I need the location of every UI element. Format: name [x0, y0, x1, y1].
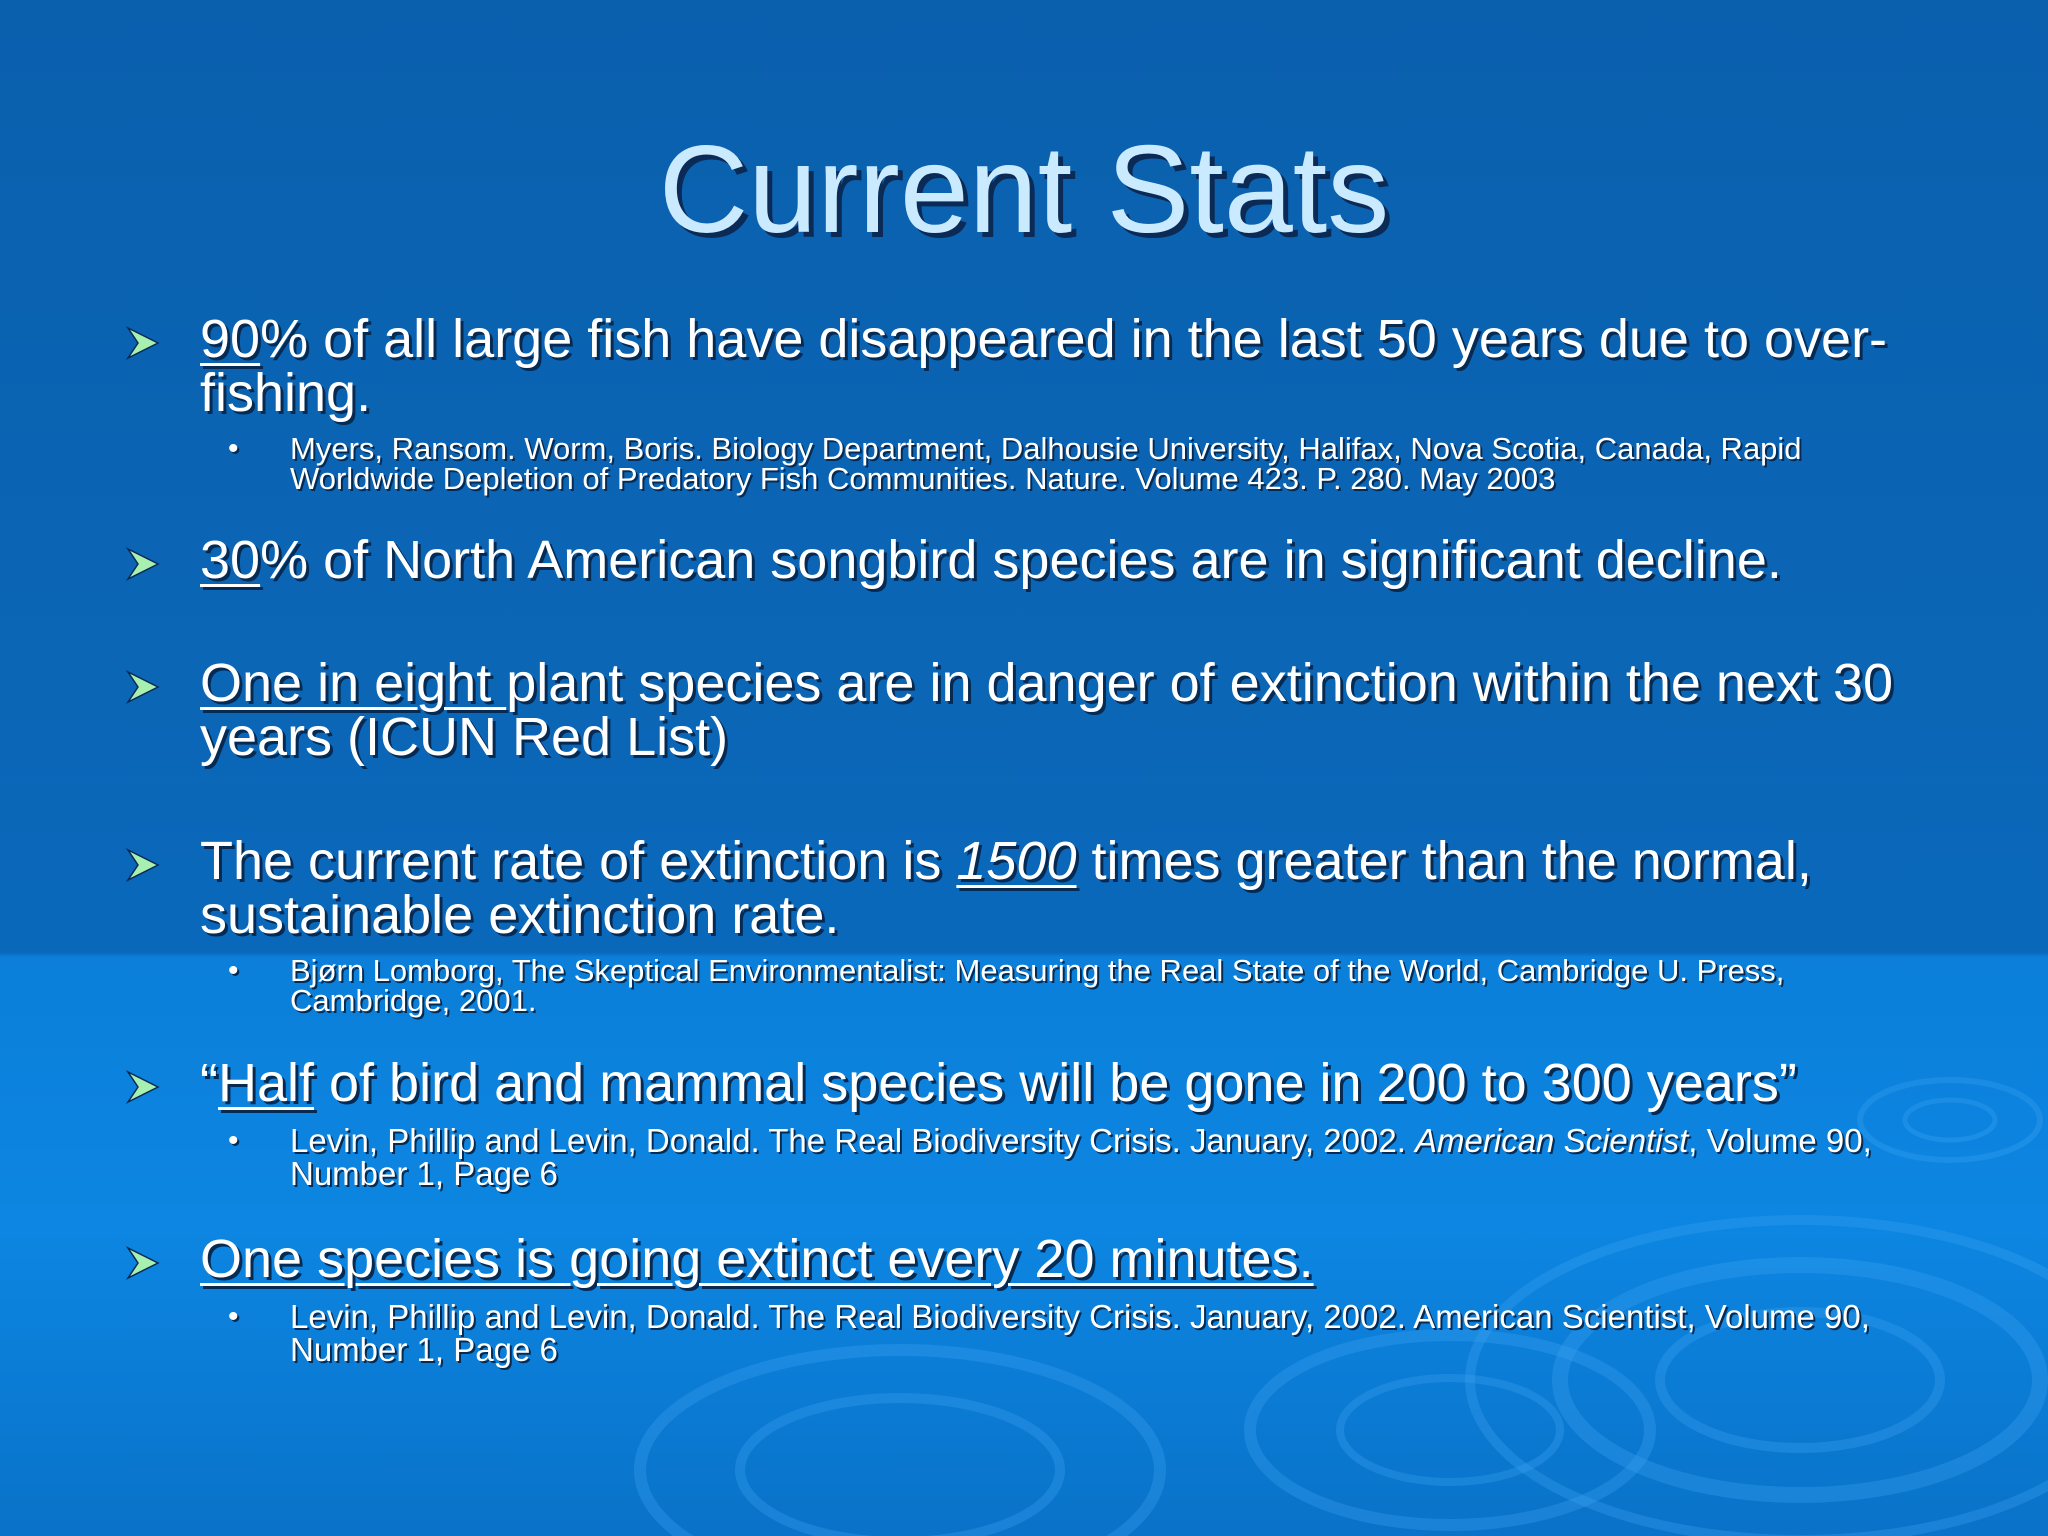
slide-title: Current Stats	[658, 121, 1390, 259]
bullet-6-lead: One species is going extinct every 20 mi…	[200, 1229, 1314, 1289]
bullet-3-body: plant species are in danger of extinctio…	[200, 653, 1894, 767]
dot-icon: •	[228, 954, 239, 987]
dot-icon: •	[228, 432, 239, 465]
bullet-5-body: of bird and mammal species will be gone …	[314, 1053, 1797, 1113]
citation-text: Levin, Phillip and Levin, Donald. The Re…	[290, 1298, 1870, 1368]
bullet-1-lead: 90	[200, 309, 261, 369]
bullet-1-body: % of all large fish have disappeared in …	[200, 309, 1888, 423]
bullet-1-text: 90% of all large fish have disappeared i…	[200, 312, 1940, 420]
bullet-6: One species is going extinct every 20 mi…	[120, 1232, 1940, 1366]
bullet-5-citation: • Levin, Phillip and Levin, Donald. The R…	[228, 1122, 1940, 1192]
citation-text: Levin, Phillip and Levin, Donald. The Re…	[290, 1122, 1416, 1159]
citation-text: Bjørn Lomborg, The Skeptical Environment…	[290, 953, 1785, 1018]
bullet-1: 90% of all large fish have disappeared i…	[120, 312, 1940, 494]
bullet-2-text: 30% of North American songbird species a…	[200, 533, 1940, 587]
bullet-3: One in eight plant species are in danger…	[120, 656, 1940, 764]
arrowhead-icon	[126, 848, 160, 882]
arrowhead-icon	[126, 547, 160, 581]
bullet-4: The current rate of extinction is 1500 t…	[120, 834, 1940, 1016]
bullet-5: “Half of bird and mammal species will be…	[120, 1056, 1940, 1190]
bullet-5-lead: Half	[217, 1053, 315, 1113]
citation-tail: , Volume 90, Number 1, Page 6	[290, 1122, 1872, 1192]
dot-icon: •	[228, 1124, 239, 1157]
bullet-2-lead: 30	[200, 530, 261, 590]
arrowhead-icon	[126, 326, 160, 360]
bullet-3-text: One in eight plant species are in danger…	[200, 656, 1940, 764]
arrowhead-icon	[126, 1246, 160, 1280]
bullet-3-lead: One in eight	[200, 653, 507, 713]
arrowhead-icon	[126, 670, 160, 704]
bullet-4-body: times greater than the normal, sustainab…	[200, 831, 1812, 945]
bullet-4-citation: • Bjørn Lomborg, The Skeptical Environmen…	[228, 953, 1940, 1018]
bullet-4-text: The current rate of extinction is 1500 t…	[200, 834, 1940, 942]
arrowhead-icon	[126, 1070, 160, 1104]
bullet-2: 30% of North American songbird species a…	[120, 533, 1940, 587]
bullet-6-citation: • Levin, Phillip and Levin, Donald. The R…	[228, 1298, 1940, 1368]
bullet-6-text: One species is going extinct every 20 mi…	[200, 1232, 1940, 1286]
bullet-2-body: % of North American songbird species are…	[260, 530, 1782, 590]
bullet-1-citation: • Myers, Ransom. Worm, Boris. Biology Dep…	[228, 431, 1940, 496]
open-quote: “	[200, 1053, 218, 1113]
bullet-5-text: “Half of bird and mammal species will be…	[200, 1056, 1940, 1110]
bullet-4-pre: The current rate of extinction is	[200, 831, 957, 891]
bullet-4-emphasis: 1500	[956, 831, 1077, 891]
citation-text: Myers, Ransom. Worm, Boris. Biology Depa…	[290, 431, 1802, 496]
citation-journal: American Scientist	[1415, 1122, 1689, 1159]
dot-icon: •	[228, 1300, 239, 1333]
